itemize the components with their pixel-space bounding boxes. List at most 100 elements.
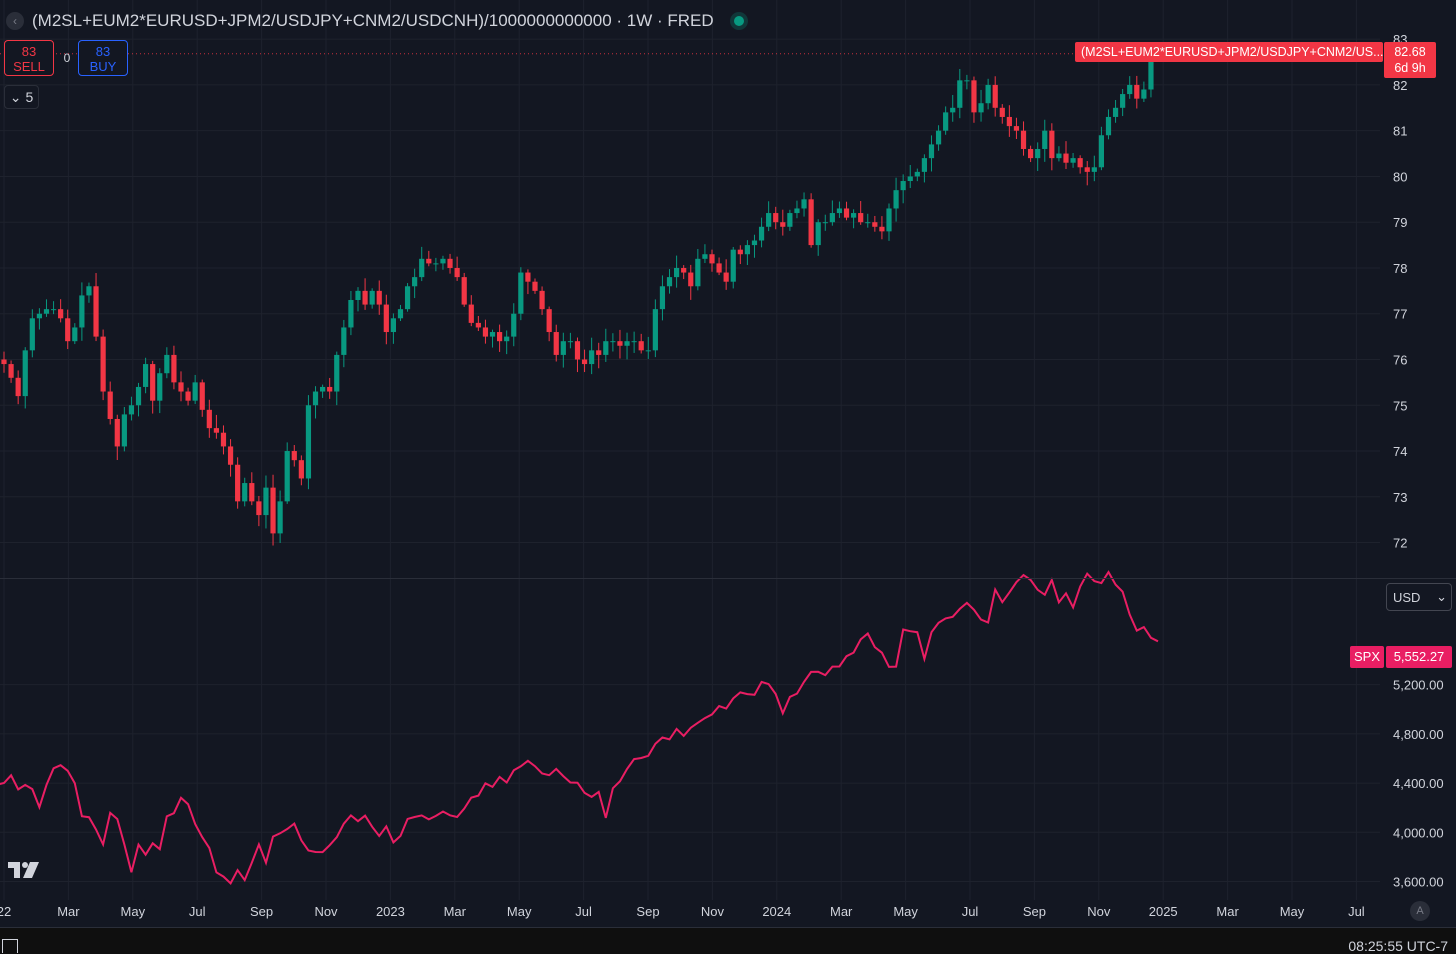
- candle[interactable]: [171, 345, 177, 390]
- candle[interactable]: [1077, 155, 1083, 174]
- candle[interactable]: [688, 264, 694, 300]
- candle[interactable]: [914, 168, 920, 182]
- candle[interactable]: [525, 269, 531, 295]
- candle[interactable]: [348, 290, 354, 336]
- candle[interactable]: [553, 324, 559, 362]
- candle[interactable]: [256, 495, 262, 527]
- auto-scale-button[interactable]: A: [1410, 901, 1430, 921]
- candle[interactable]: [482, 319, 489, 344]
- candle[interactable]: [362, 278, 368, 310]
- candle[interactable]: [865, 213, 871, 228]
- candle[interactable]: [355, 287, 361, 312]
- candle[interactable]: [43, 299, 50, 317]
- buy-button[interactable]: 83 BUY: [78, 40, 128, 76]
- candle[interactable]: [950, 94, 956, 122]
- candle[interactable]: [50, 301, 57, 315]
- candle[interactable]: [674, 255, 680, 288]
- candle[interactable]: [532, 278, 538, 294]
- candle[interactable]: [539, 286, 545, 315]
- candle[interactable]: [815, 219, 821, 256]
- spx-line[interactable]: [0, 570, 1159, 886]
- candle[interactable]: [107, 381, 113, 425]
- candle[interactable]: [589, 337, 595, 375]
- candle[interactable]: [681, 265, 687, 280]
- candle[interactable]: [185, 387, 191, 406]
- candle[interactable]: [780, 209, 786, 236]
- candle[interactable]: [157, 368, 163, 414]
- candle[interactable]: [999, 104, 1005, 124]
- candle[interactable]: [659, 275, 666, 321]
- candle[interactable]: [851, 209, 857, 229]
- candle[interactable]: [893, 177, 899, 222]
- candle[interactable]: [291, 445, 297, 467]
- sell-button[interactable]: 83 SELL: [4, 40, 54, 76]
- candle[interactable]: [1, 351, 7, 373]
- candle[interactable]: [794, 200, 800, 219]
- candle[interactable]: [1112, 99, 1119, 123]
- candle[interactable]: [1091, 155, 1097, 182]
- candle[interactable]: [957, 69, 963, 119]
- candle[interactable]: [284, 442, 290, 504]
- candle[interactable]: [1056, 146, 1062, 162]
- candle[interactable]: [886, 203, 892, 241]
- candle[interactable]: [843, 201, 850, 221]
- candle[interactable]: [1127, 76, 1133, 99]
- candle[interactable]: [872, 215, 878, 232]
- candle[interactable]: [397, 304, 404, 322]
- candle[interactable]: [320, 384, 326, 398]
- candle[interactable]: [489, 329, 496, 348]
- candle[interactable]: [383, 294, 389, 345]
- candle[interactable]: [808, 193, 814, 248]
- candle[interactable]: [567, 332, 573, 349]
- candle[interactable]: [412, 268, 418, 299]
- candle[interactable]: [971, 76, 977, 123]
- candle[interactable]: [751, 234, 758, 258]
- candle[interactable]: [249, 472, 255, 506]
- candle[interactable]: [15, 370, 21, 405]
- candle[interactable]: [581, 349, 588, 373]
- candle[interactable]: [341, 319, 347, 368]
- market-status-icon[interactable]: [733, 16, 744, 26]
- candle[interactable]: [645, 336, 651, 359]
- candle[interactable]: [305, 395, 312, 490]
- candle[interactable]: [312, 386, 319, 419]
- candle[interactable]: [426, 250, 432, 267]
- candle[interactable]: [199, 379, 205, 417]
- candle[interactable]: [978, 89, 984, 122]
- chevron-left-icon[interactable]: ‹: [6, 12, 24, 30]
- candle[interactable]: [992, 76, 998, 117]
- candle[interactable]: [1141, 81, 1147, 102]
- candle[interactable]: [220, 425, 227, 455]
- candle[interactable]: [836, 201, 843, 218]
- candle[interactable]: [652, 299, 658, 358]
- candle[interactable]: [737, 245, 743, 265]
- candle[interactable]: [1035, 142, 1041, 171]
- candle[interactable]: [164, 347, 170, 379]
- candle[interactable]: [461, 272, 467, 307]
- candle[interactable]: [1105, 109, 1112, 140]
- candle[interactable]: [447, 253, 453, 274]
- candle[interactable]: [709, 249, 715, 272]
- candle[interactable]: [773, 206, 779, 230]
- candle[interactable]: [716, 257, 722, 276]
- candle[interactable]: [518, 267, 524, 321]
- candle[interactable]: [270, 474, 276, 546]
- candle[interactable]: [334, 351, 340, 406]
- candle[interactable]: [1020, 121, 1027, 156]
- candle[interactable]: [114, 414, 120, 461]
- candle[interactable]: [596, 342, 602, 369]
- candle[interactable]: [504, 330, 510, 355]
- candle[interactable]: [744, 240, 750, 265]
- candle[interactable]: [610, 333, 616, 352]
- candle[interactable]: [631, 331, 637, 353]
- candle[interactable]: [468, 295, 474, 327]
- candle[interactable]: [638, 333, 644, 354]
- candle[interactable]: [766, 201, 772, 232]
- currency-select[interactable]: USD ⌄: [1386, 583, 1452, 611]
- indicators-toggle-button[interactable]: ⌄ 5: [4, 85, 39, 109]
- candle[interactable]: [1070, 153, 1076, 168]
- candle[interactable]: [475, 315, 481, 331]
- candle[interactable]: [242, 477, 248, 507]
- candle[interactable]: [58, 299, 64, 323]
- candle[interactable]: [86, 282, 92, 303]
